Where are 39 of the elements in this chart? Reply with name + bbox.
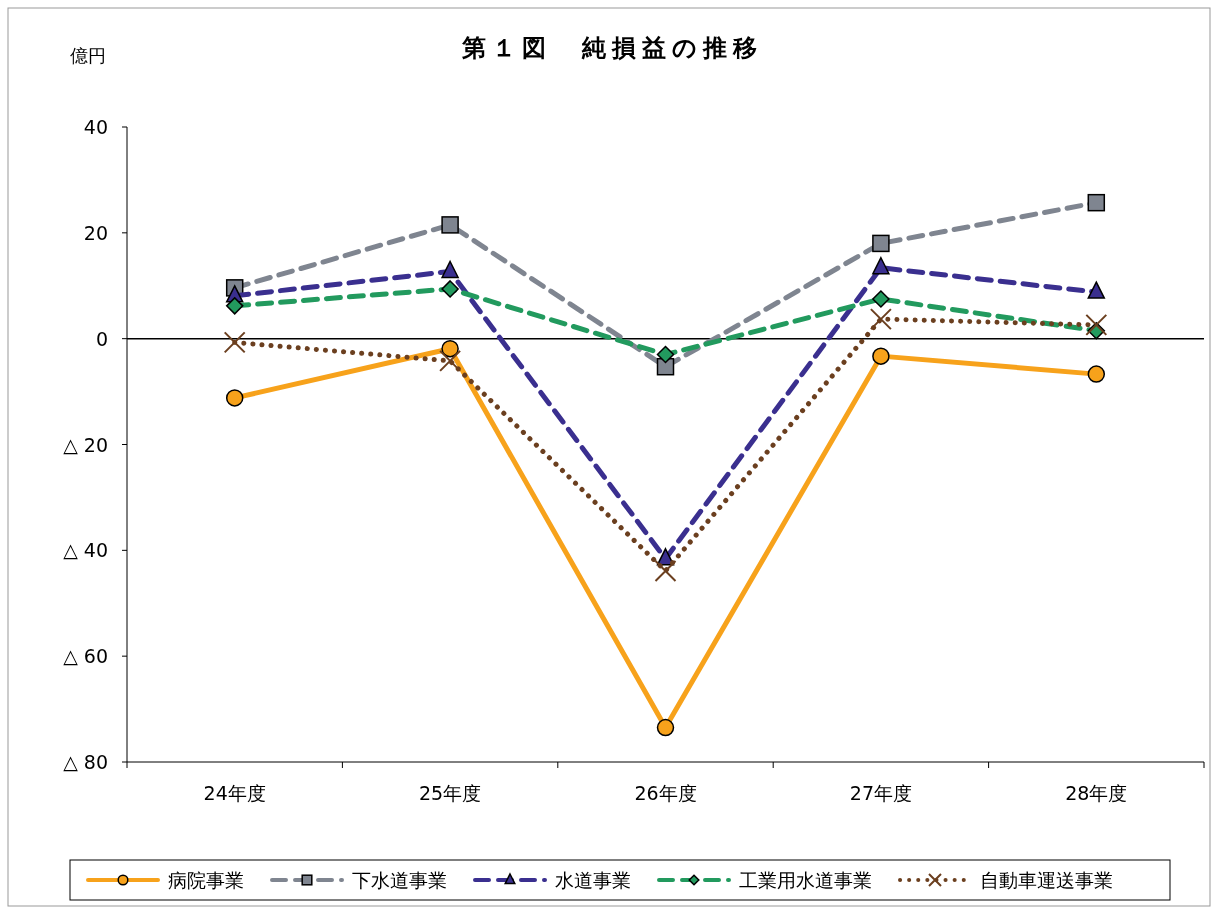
x-tick-label: 25年度 <box>419 782 482 804</box>
x-tick-label: 24年度 <box>203 782 266 804</box>
point <box>223 331 246 354</box>
point <box>225 389 244 407</box>
point <box>1087 193 1106 212</box>
point <box>656 718 675 737</box>
point <box>441 216 459 234</box>
x-tick-label: 28年度 <box>1065 782 1128 804</box>
point <box>225 297 244 315</box>
y-axis-title: 億円 <box>70 45 106 66</box>
point <box>441 280 459 298</box>
y-tick-label: 20 <box>83 221 108 244</box>
y-tick-label: △ 20 <box>63 433 108 456</box>
point <box>654 559 677 582</box>
point <box>872 257 890 275</box>
point <box>872 347 890 365</box>
legend-label: 自動車運送事業 <box>980 869 1113 891</box>
point <box>869 308 892 331</box>
x-tick-label: 27年度 <box>849 782 912 804</box>
point <box>656 345 675 364</box>
y-tick-label: 40 <box>83 116 108 138</box>
legend-label: 水道事業 <box>555 869 631 891</box>
legend-label: 病院事業 <box>168 869 244 891</box>
legend-label: 下水道事業 <box>352 869 447 891</box>
point <box>1085 313 1108 336</box>
chart-title: 第１図 純損益の推移 <box>460 34 763 62</box>
point <box>439 349 462 372</box>
x-tick-label: 26年度 <box>634 782 697 804</box>
y-tick-label: △ 40 <box>63 539 108 562</box>
point <box>1087 365 1106 383</box>
point <box>441 339 459 358</box>
y-tick-label: △ 60 <box>63 645 108 668</box>
point <box>441 260 459 279</box>
point <box>872 234 890 253</box>
y-tick-label: 0 <box>95 327 108 350</box>
point <box>872 290 890 308</box>
point <box>1087 281 1106 299</box>
y-tick-label: △ 80 <box>63 751 108 773</box>
legend-label: 工業用水道事業 <box>739 869 872 891</box>
